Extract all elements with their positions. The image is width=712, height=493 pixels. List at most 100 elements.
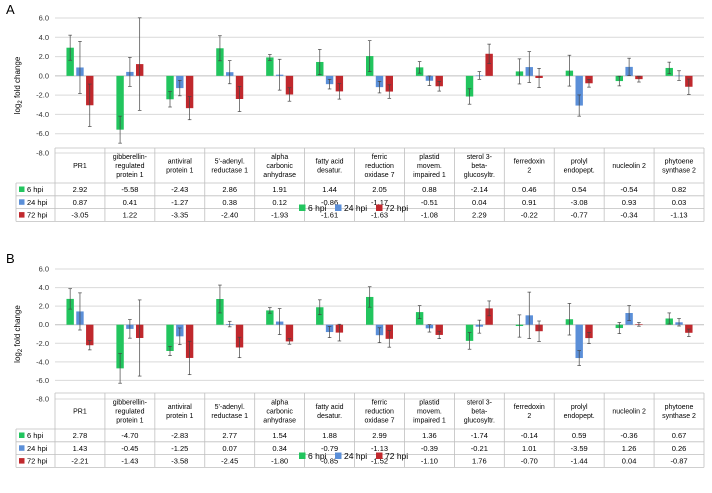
data-label: 2.99 xyxy=(372,431,387,440)
legend-swatch xyxy=(335,204,342,211)
data-label: -3.59 xyxy=(571,444,588,453)
y-axis-title: log2 fold change xyxy=(13,56,24,114)
y-axis-title-sub: 2 xyxy=(18,348,24,352)
legend-swatch xyxy=(376,204,383,211)
category-label: movem. xyxy=(417,409,442,416)
category-label: ferredoxin xyxy=(514,404,545,411)
data-label: 1.54 xyxy=(272,431,287,440)
bar-6-hpi-1 xyxy=(116,324,124,369)
bar-72-hpi-7 xyxy=(435,75,443,87)
bar-6-hpi-3 xyxy=(216,48,224,76)
data-label: -5.58 xyxy=(121,185,138,194)
category-label: impaired 1 xyxy=(413,172,446,179)
data-label: 0.87 xyxy=(73,198,88,207)
y-axis-title: log2 fold change xyxy=(13,305,24,363)
category-label: protein 1 xyxy=(166,168,193,175)
data-label: -0.14 xyxy=(521,431,538,440)
data-label: -0.86 xyxy=(321,198,338,207)
data-label: -1.17 xyxy=(371,198,388,207)
legend-swatch xyxy=(376,452,383,459)
row-legend-swatch xyxy=(19,186,25,192)
y-tick-label: -8.0 xyxy=(36,395,49,404)
bar-6-hpi-1 xyxy=(116,75,124,130)
category-label: ferric xyxy=(372,400,388,407)
row-legend-swatch xyxy=(19,445,25,451)
data-label: 1.36 xyxy=(422,431,437,440)
category-label: beta- xyxy=(471,163,488,170)
bar-6-hpi-2 xyxy=(166,324,174,351)
y-axis-title-rest: fold change xyxy=(13,56,22,100)
y-axis-title-sub: 2 xyxy=(18,100,24,104)
y-tick-label: -2.0 xyxy=(36,91,49,100)
data-label: 0.93 xyxy=(622,198,637,207)
data-label: -1.52 xyxy=(371,457,388,466)
category-label: oxidase 7 xyxy=(365,172,395,179)
data-label: 0.88 xyxy=(422,185,437,194)
data-label: -3.35 xyxy=(171,211,188,220)
y-tick-label: -6.0 xyxy=(36,129,49,138)
bar-24-hpi-10 xyxy=(575,324,583,359)
data-label: -2.45 xyxy=(221,457,238,466)
category-label: ferredoxin xyxy=(514,159,545,166)
category-label: glucosyltr. xyxy=(464,172,495,179)
data-label: -0.45 xyxy=(121,444,138,453)
category-label: anhydrase xyxy=(263,172,296,179)
row-series-label: 72 hpi xyxy=(27,457,48,466)
bar-6-hpi-5 xyxy=(316,307,324,325)
data-label: 1.26 xyxy=(622,444,637,453)
data-label: 0.41 xyxy=(123,198,138,207)
legend-label: 72 hpi xyxy=(385,203,408,213)
data-label: 2.92 xyxy=(73,185,88,194)
category-label: phytoene xyxy=(665,159,694,166)
y-tick-label: 6.0 xyxy=(39,14,49,23)
row-series-label: 6 hpi xyxy=(27,185,44,194)
category-label: endopept. xyxy=(564,413,595,420)
legend-swatch xyxy=(299,204,306,211)
y-tick-label: 2.0 xyxy=(39,302,49,311)
category-label: sterol 3- xyxy=(467,400,493,407)
category-label: nucleolin 2 xyxy=(612,163,646,170)
category-label: fatty acid xyxy=(316,404,344,411)
data-label: 0.07 xyxy=(222,444,237,453)
category-label: prolyl xyxy=(571,404,588,411)
data-label: 2.86 xyxy=(222,185,237,194)
data-label: 0.91 xyxy=(522,198,537,207)
data-label: -1.13 xyxy=(670,211,687,220)
category-label: 5'-adenyl. xyxy=(215,159,245,166)
row-legend-swatch xyxy=(19,212,25,218)
data-label: 0.04 xyxy=(622,457,637,466)
category-label: reduction xyxy=(365,163,394,170)
data-label: -4.70 xyxy=(121,431,138,440)
category-label: carbonic xyxy=(266,163,293,170)
data-label: -0.34 xyxy=(621,211,638,220)
category-label: reductase 1 xyxy=(211,413,248,420)
row-legend-swatch xyxy=(19,199,25,205)
category-label: movem. xyxy=(417,163,442,170)
legend-swatch xyxy=(299,452,306,459)
category-label: phytoene xyxy=(665,404,694,411)
category-label: alpha xyxy=(271,154,288,161)
data-label: 1.22 xyxy=(123,211,138,220)
category-label: beta- xyxy=(471,409,488,416)
data-label: -0.85 xyxy=(321,457,338,466)
data-label: -0.36 xyxy=(621,431,638,440)
legend-label: 24 hpi xyxy=(344,451,367,461)
category-label: 5'-adenyl. xyxy=(215,404,245,411)
data-label: -0.21 xyxy=(471,444,488,453)
category-label: prolyl xyxy=(571,159,588,166)
category-label: plastid xyxy=(419,154,439,161)
bar-24-hpi-10 xyxy=(575,75,583,106)
bar-72-hpi-0 xyxy=(86,324,94,346)
category-label: protein 1 xyxy=(116,418,143,425)
data-label: -2.83 xyxy=(171,431,188,440)
legend-label: 72 hpi xyxy=(385,451,408,461)
bar-6-hpi-0 xyxy=(66,298,74,325)
category-label: alpha xyxy=(271,400,288,407)
data-label: -1.25 xyxy=(171,444,188,453)
category-label: glucosyltr. xyxy=(464,418,495,425)
legend-label: 6 hpi xyxy=(308,203,327,213)
category-label: desatur. xyxy=(317,168,342,175)
category-label: oxidase 7 xyxy=(365,418,395,425)
category-label: sterol 3- xyxy=(467,154,493,161)
